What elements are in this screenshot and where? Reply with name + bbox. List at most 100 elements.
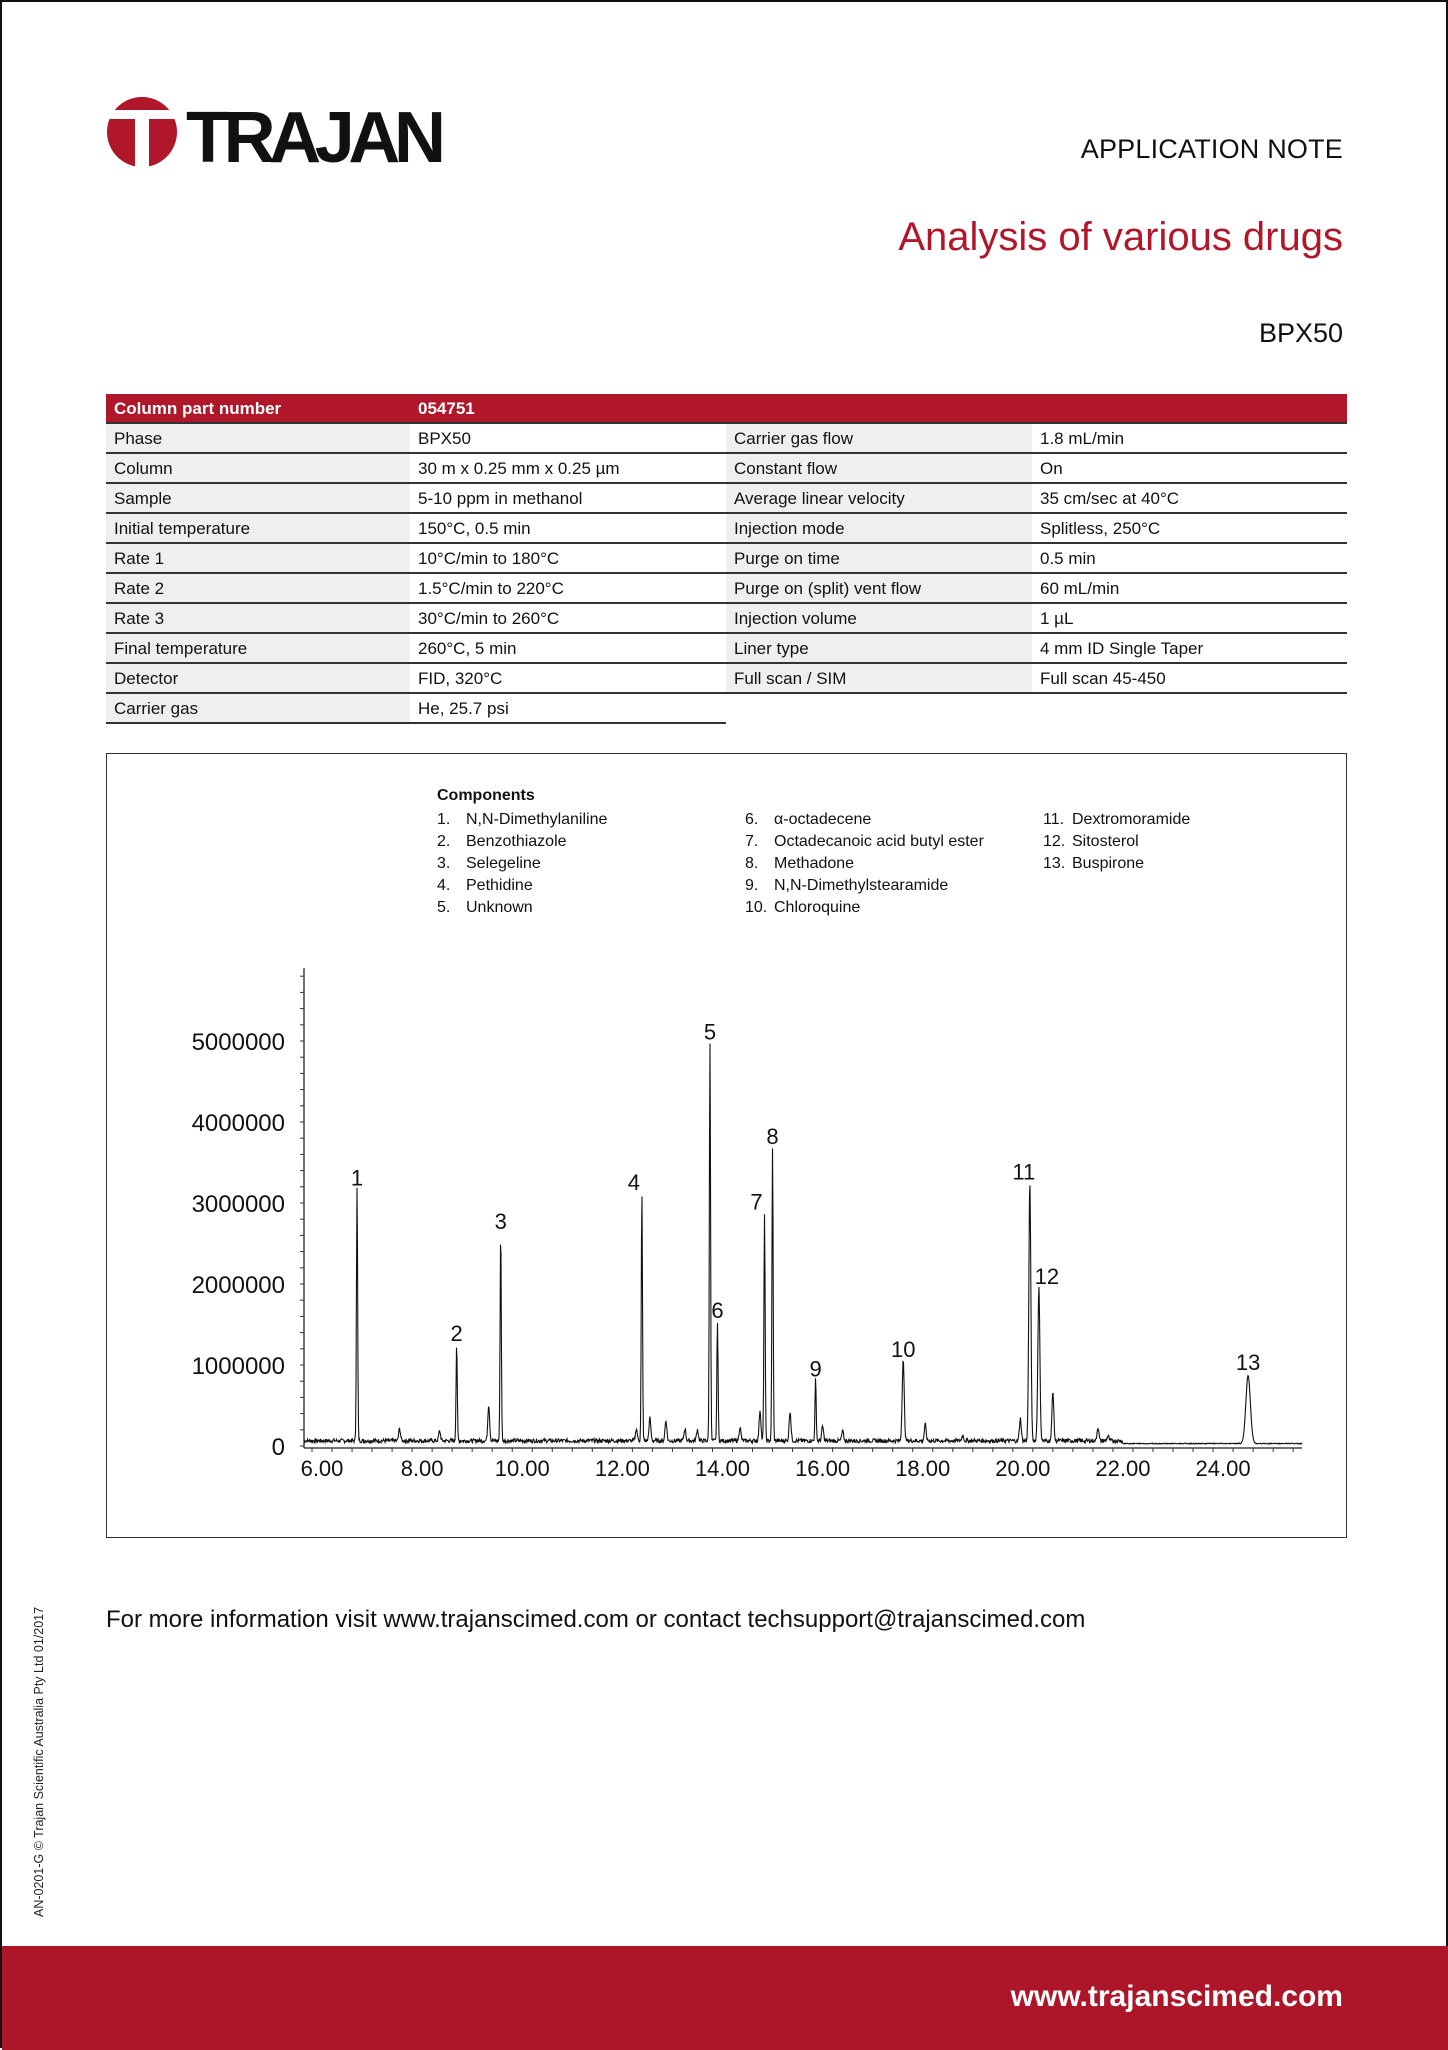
- component-name: N,N-Dimethylaniline: [466, 811, 608, 828]
- conditions-table: Column part number 054751 Phase BPX50 Carr…: [106, 394, 1347, 724]
- x-tick-label: 12.00: [595, 1456, 650, 1481]
- component-name: α-octadecene: [774, 811, 872, 828]
- component-name: Methadone: [774, 855, 855, 872]
- param-value: He, 25.7 psi: [410, 693, 726, 724]
- chromatogram-panel: [106, 753, 1347, 1538]
- param-value: 1.5°C/min to 220°C: [410, 573, 726, 604]
- component-item: 12. Sitosterol: [1043, 831, 1139, 853]
- x-tick-label: 20.00: [995, 1456, 1050, 1481]
- peak-label: 8: [766, 1124, 778, 1149]
- param-label: Column: [106, 453, 410, 484]
- component-name: N,N-Dimethylstearamide: [774, 877, 949, 894]
- component-number: 8.: [745, 855, 759, 872]
- param-value: 0.5 min: [1032, 543, 1347, 574]
- y-tick-label: 5000000: [192, 1029, 285, 1056]
- table-row: Rate 1 10°C/min to 180°C Purge on time 0.5 …: [106, 543, 1347, 574]
- table-row: Carrier gas He, 25.7 psi: [106, 693, 1347, 724]
- param-value: 30 m x 0.25 mm x 0.25 µm: [410, 453, 726, 484]
- param-label: Liner type: [726, 633, 1032, 664]
- table-row: Final temperature 260°C, 5 min Liner type 4…: [106, 633, 1347, 664]
- table-row: Column 30 m x 0.25 mm x 0.25 µm Constant f…: [106, 453, 1347, 484]
- component-item: 8. Methadone: [745, 853, 854, 875]
- component-item: 6. α-octadecene: [745, 809, 871, 831]
- footer-bar: [2, 1946, 1448, 2050]
- component-item: 11. Dextromoramide: [1043, 809, 1190, 831]
- component-item: 1. N,N-Dimethylaniline: [437, 809, 607, 831]
- param-value: [1032, 693, 1347, 723]
- peak-label: 4: [628, 1170, 640, 1195]
- param-value: Splitless, 250°C: [1032, 513, 1347, 544]
- component-number: 11.: [1043, 811, 1065, 828]
- param-label: Rate 1: [106, 543, 410, 574]
- param-value: Full scan 45-450: [1032, 663, 1347, 694]
- x-tick-label: 22.00: [1095, 1456, 1150, 1481]
- header-label: Column part number: [106, 394, 410, 424]
- param-value: 260°C, 5 min: [410, 633, 726, 664]
- param-value: 4 mm ID Single Taper: [1032, 633, 1347, 664]
- peak-label: 5: [704, 1019, 716, 1044]
- y-tick-label: 4000000: [192, 1110, 285, 1137]
- component-name: Buspirone: [1072, 855, 1145, 872]
- table-row: Detector FID, 320°C Full scan / SIM Full sc…: [106, 663, 1347, 694]
- x-tick-label: 16.00: [795, 1456, 850, 1481]
- component-name: Dextromoramide: [1072, 811, 1191, 828]
- table-row: Rate 3 30°C/min to 260°C Injection volume 1…: [106, 603, 1347, 634]
- param-value: On: [1032, 453, 1347, 484]
- param-label: Full scan / SIM: [726, 663, 1032, 694]
- table-row: Rate 2 1.5°C/min to 220°C Purge on (split)…: [106, 573, 1347, 604]
- table-row: Sample 5-10 ppm in methanol Average linear…: [106, 483, 1347, 514]
- x-tick-label: 14.00: [695, 1456, 750, 1481]
- component-item: 10. Chloroquine: [745, 897, 860, 919]
- param-label: [726, 693, 1032, 723]
- param-label: Sample: [106, 483, 410, 514]
- chromatogram-trace: [303, 1043, 1303, 1446]
- component-number: 6.: [745, 811, 759, 828]
- chromatogram: 0 1000000 2000000 3000000 4000000 5000000 6.00…: [192, 968, 1303, 1481]
- param-label: Injection volume: [726, 603, 1032, 634]
- x-tick-label: 6.00: [301, 1456, 344, 1481]
- param-label: Carrier gas: [106, 693, 410, 724]
- param-label: Rate 3: [106, 603, 410, 634]
- component-item: 3. Selegeline: [437, 853, 541, 875]
- peak-label: 12: [1035, 1264, 1059, 1289]
- param-label: Injection mode: [726, 513, 1032, 544]
- component-name: Selegeline: [466, 855, 541, 872]
- param-value: 10°C/min to 180°C: [410, 543, 726, 574]
- y-tick-label: 2000000: [192, 1272, 285, 1299]
- param-value: 1.8 mL/min: [1032, 423, 1347, 454]
- component-number: 9.: [745, 877, 759, 894]
- param-label: Final temperature: [106, 633, 410, 664]
- peak-label: 9: [809, 1356, 821, 1381]
- param-value: 60 mL/min: [1032, 573, 1347, 604]
- param-value: 35 cm/sec at 40°C: [1032, 483, 1347, 514]
- param-value: BPX50: [410, 423, 726, 454]
- component-name: Unknown: [466, 899, 533, 916]
- contact-info: For more information visit www.trajansci…: [106, 1606, 1086, 1633]
- param-label: Average linear velocity: [726, 483, 1032, 514]
- param-label: Initial temperature: [106, 513, 410, 544]
- param-value: 5-10 ppm in methanol: [410, 483, 726, 514]
- page-title: Analysis of various drugs: [898, 215, 1343, 259]
- component-number: 3.: [437, 855, 451, 872]
- peak-label: 10: [891, 1337, 915, 1362]
- component-number: 5.: [437, 899, 451, 916]
- trajan-logo: TRAJAN: [106, 97, 446, 172]
- peak-label: 2: [451, 1321, 463, 1346]
- x-tick-label: 10.00: [495, 1456, 550, 1481]
- x-tick-label: 8.00: [401, 1456, 444, 1481]
- component-number: 4.: [437, 877, 451, 894]
- y-tick-label: 3000000: [192, 1191, 285, 1218]
- component-item: 7. Octadecanoic acid butyl ester: [745, 831, 984, 853]
- table-row: Initial temperature 150°C, 0.5 min Injecti…: [106, 513, 1347, 544]
- table-row: Phase BPX50 Carrier gas flow 1.8 mL/min: [106, 423, 1347, 454]
- website-link[interactable]: www.trajanscimed.com: [1010, 1980, 1343, 2013]
- component-number: 13.: [1043, 855, 1066, 872]
- peak-label: 13: [1236, 1350, 1260, 1375]
- component-name: Pethidine: [466, 877, 533, 894]
- y-tick-label: 0: [272, 1434, 285, 1461]
- component-item: 9. N,N-Dimethylstearamide: [745, 875, 948, 897]
- component-name: Sitosterol: [1072, 833, 1139, 850]
- components-title: Components: [437, 787, 535, 804]
- param-label: Phase: [106, 423, 410, 454]
- x-tick-label: 18.00: [895, 1456, 950, 1481]
